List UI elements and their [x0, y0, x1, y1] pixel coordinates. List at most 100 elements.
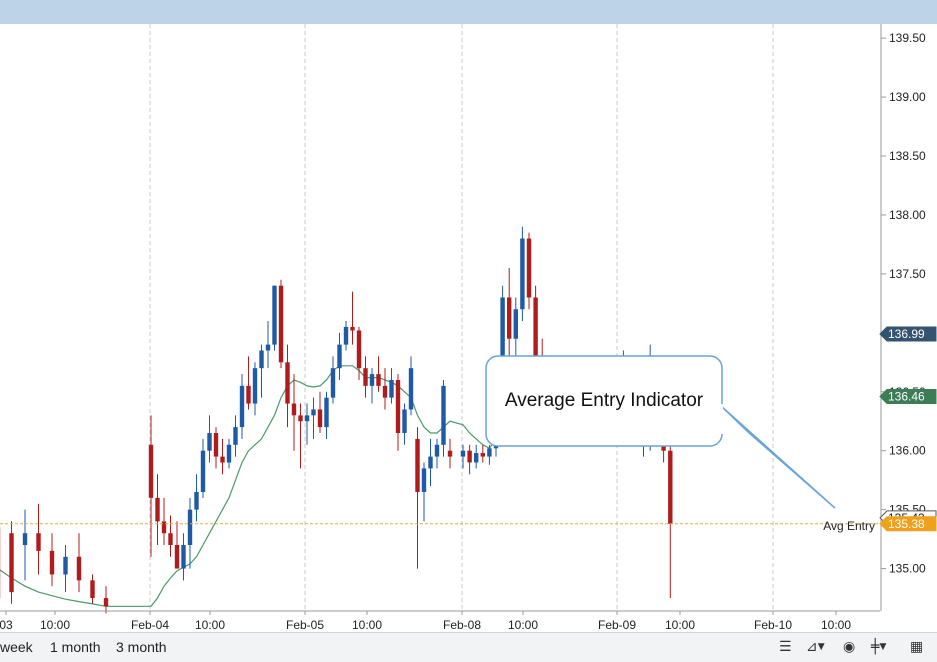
- candle-body: [441, 386, 445, 445]
- x-tick-label: 10:00: [40, 618, 70, 632]
- candle-body: [104, 598, 108, 606]
- candle-body: [311, 409, 315, 415]
- candle-body: [214, 433, 218, 457]
- candle-body: [240, 386, 244, 427]
- candle-body: [481, 453, 485, 457]
- candle-body: [272, 286, 276, 345]
- candle-body: [370, 374, 374, 386]
- candle-body: [63, 557, 67, 575]
- draw-tools-icon[interactable]: ╪▼: [871, 638, 886, 656]
- candle-body: [435, 445, 439, 457]
- avg-entry-label: Avg Entry: [823, 519, 875, 533]
- price-badge-label: 135.38: [888, 517, 925, 531]
- candle-body: [194, 492, 198, 510]
- x-tick-label: Feb-10: [754, 618, 792, 632]
- candle-body: [474, 453, 478, 462]
- candle-body: [220, 457, 224, 463]
- y-tick-label: 138.00: [889, 208, 926, 222]
- candle-body: [487, 448, 491, 456]
- candle-body: [168, 533, 172, 545]
- candle-body: [422, 468, 426, 492]
- price-badge-label: 136.99: [888, 327, 925, 341]
- candle-body: [279, 286, 283, 363]
- calendar-icon[interactable]: ▦: [910, 638, 923, 656]
- candle-body: [77, 557, 81, 581]
- candle-body: [428, 457, 432, 469]
- x-tick-label: 10:00: [352, 618, 382, 632]
- y-tick-label: 135.00: [889, 562, 926, 576]
- candle-body: [415, 439, 419, 492]
- candle-body: [357, 330, 361, 368]
- candle-body: [324, 398, 328, 427]
- list-icon[interactable]: ☰: [779, 638, 792, 656]
- eye-icon[interactable]: ◉: [843, 638, 855, 656]
- candle-body: [292, 404, 296, 416]
- bottom-toolbar: week 1 month 3 month ☰ ⊿▼ ◉ ╪▼ ▦: [0, 632, 937, 662]
- candle-body: [259, 351, 263, 369]
- candle-body: [207, 433, 211, 451]
- candle-body: [175, 545, 179, 569]
- candle-body: [90, 580, 94, 598]
- candle-body: [246, 386, 250, 404]
- candle-body: [201, 451, 205, 492]
- y-tick-label: 139.00: [889, 90, 926, 104]
- candle-body: [344, 327, 348, 345]
- candle-body: [514, 309, 518, 338]
- plot-background: [0, 24, 880, 611]
- candle-body: [233, 427, 237, 445]
- candle-body: [50, 551, 54, 575]
- candle-body: [162, 521, 166, 533]
- y-tick-label: 136.00: [889, 444, 926, 458]
- candle-body: [266, 345, 270, 351]
- candle-body: [668, 451, 672, 524]
- x-tick-label: 10:00: [195, 618, 225, 632]
- range-3-month-button[interactable]: 3 month: [116, 639, 167, 655]
- candle-body: [409, 368, 413, 409]
- candle-body: [181, 545, 185, 569]
- price-chart[interactable]: Avg Entry 135.00135.50136.00136.50137.00…: [0, 24, 937, 632]
- y-tick-label: 138.50: [889, 149, 926, 163]
- candle-body: [9, 533, 13, 592]
- candle-body: [305, 415, 309, 421]
- candle-body: [396, 380, 400, 433]
- candle-body: [507, 297, 511, 338]
- time-axis: 03 10:00 Feb-04 10:00 Feb-05 10:00 Feb-08 10:00…: [0, 611, 880, 632]
- x-tick-label: Feb-04: [131, 618, 169, 632]
- chart-type-icon[interactable]: ⊿▼: [806, 638, 825, 656]
- candle-body: [253, 368, 257, 403]
- price-axis: 135.00135.50136.00136.50137.00137.50138.…: [880, 24, 937, 611]
- candle-body: [520, 239, 524, 310]
- x-tick-label: 10:00: [821, 618, 851, 632]
- candle-body: [350, 327, 354, 331]
- candle-body: [467, 451, 471, 463]
- candle-body: [331, 368, 335, 397]
- candle-body: [383, 386, 387, 398]
- candle-body: [298, 415, 302, 421]
- annotation-text: Average Entry Indicator: [489, 378, 719, 424]
- candle-body: [389, 380, 393, 398]
- candle-body: [402, 409, 406, 433]
- x-tick-label: 10:00: [508, 618, 538, 632]
- range-1-month-button[interactable]: 1 month: [50, 639, 101, 655]
- candle-body: [227, 445, 231, 463]
- x-tick-label: Feb-09: [598, 618, 636, 632]
- y-tick-label: 137.50: [889, 267, 926, 281]
- x-tick-label: 10:00: [665, 618, 695, 632]
- x-tick-label: 03: [0, 618, 13, 632]
- candle-body: [376, 374, 380, 386]
- top-bar: [0, 0, 937, 24]
- candle-body: [461, 451, 465, 457]
- x-tick-label: Feb-08: [443, 618, 481, 632]
- candle-body: [533, 297, 537, 356]
- x-tick-label: Feb-05: [286, 618, 324, 632]
- candle-body: [337, 345, 341, 369]
- candle-body: [363, 368, 367, 386]
- candle-body: [36, 533, 40, 551]
- candle-body: [527, 239, 531, 298]
- candle-body: [285, 362, 289, 403]
- candle-body: [23, 533, 27, 545]
- plot-area[interactable]: Avg Entry: [0, 24, 880, 613]
- candle-body: [448, 451, 452, 457]
- y-tick-label: 139.50: [889, 31, 926, 45]
- range-week-button[interactable]: week: [0, 639, 33, 655]
